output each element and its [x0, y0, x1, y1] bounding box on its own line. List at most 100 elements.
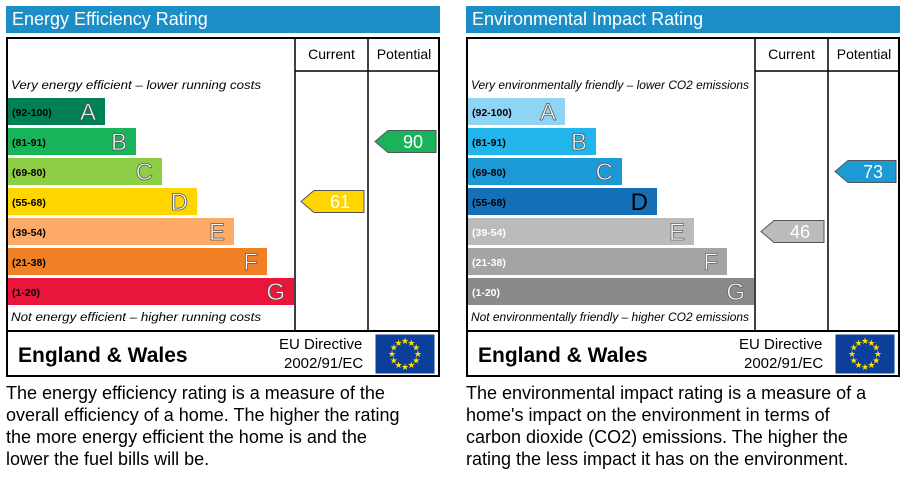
energy-band-a-letter: A: [80, 99, 96, 126]
environmental-band-d-range: (55-68): [472, 197, 506, 209]
environmental-description-line: The environmental impact rating is a mea…: [466, 383, 867, 403]
environmental-band-g-range: (1-20): [472, 287, 500, 299]
environmental-band-g-letter: G: [726, 279, 745, 306]
energy-band-e-letter: E: [209, 219, 225, 246]
environmental-band-g: [468, 278, 754, 305]
energy-band-d-letter: D: [171, 189, 188, 216]
environmental-description-line: carbon dioxide (CO2) emissions. The high…: [466, 427, 848, 447]
energy-current-pointer: [300, 190, 365, 213]
energy-band-g-letter: G: [266, 279, 285, 306]
energy-top-note: Very energy efficient – lower running co…: [11, 80, 261, 92]
energy-band-g-range: (1-20): [12, 287, 40, 299]
environmental-potential-value: 73: [863, 162, 883, 182]
environmental-region-label: England & Wales: [478, 344, 648, 367]
environmental-rating-chart: Current Potential Very environmentally fri…: [466, 37, 900, 377]
environmental-band-f-letter: F: [703, 249, 718, 276]
energy-eu-star-icon: ★: [395, 360, 403, 370]
environmental-band-d: [468, 188, 657, 215]
environmental-eu-star-icon: ★: [872, 343, 880, 353]
environmental-impact-panel: Environmental Impact Rating Current Poten…: [466, 6, 900, 473]
energy-band-f: [8, 248, 267, 275]
energy-band-f-range: (21-38): [12, 257, 46, 269]
environmental-band-c-letter: C: [596, 159, 613, 186]
environmental-description: The environmental impact rating is a mea…: [466, 382, 900, 470]
environmental-description-line: home's impact on the environment in term…: [466, 405, 830, 425]
environmental-band-c: [468, 158, 622, 185]
environmental-band-c-range: (69-80): [472, 167, 506, 179]
energy-eu-star-icon: ★: [412, 355, 420, 365]
energy-description-line: the more energy efficient the home is an…: [6, 427, 367, 447]
energy-band-e-range: (39-54): [12, 227, 46, 239]
energy-region-label: England & Wales: [18, 344, 188, 367]
environmental-band-b: [468, 128, 596, 155]
energy-description: The energy efficiency rating is a measur…: [6, 382, 440, 470]
energy-band-b-letter: B: [111, 129, 127, 156]
environmental-eu-star-icon: ★: [850, 343, 858, 353]
energy-description-line: The energy efficiency rating is a measur…: [6, 383, 385, 403]
environmental-band-a-range: (92-100): [472, 107, 512, 119]
energy-eu-flag: [375, 334, 435, 374]
environmental-eu-star-icon: ★: [850, 355, 858, 365]
energy-eu-star-icon: ★: [412, 343, 420, 353]
environmental-band-b-range: (81-91): [472, 137, 506, 149]
environmental-current-value: 46: [790, 222, 810, 242]
energy-eu-star-icon: ★: [414, 349, 422, 359]
energy-eu-star-icon: ★: [395, 338, 403, 348]
energy-directive-line2: 2002/91/EC: [284, 355, 363, 372]
environmental-band-e-range: (39-54): [472, 227, 506, 239]
energy-eu-star-icon: ★: [388, 349, 396, 359]
energy-efficiency-panel: Energy Efficiency Rating Current Potentia…: [6, 6, 440, 473]
environmental-band-a-letter: A: [540, 99, 556, 126]
energy-potential-header: Potential: [377, 46, 431, 62]
environmental-eu-star-icon: ★: [867, 360, 875, 370]
energy-description-line: lower the fuel bills will be.: [6, 449, 210, 469]
energy-band-g: [8, 278, 294, 305]
energy-band-b: [8, 128, 136, 155]
environmental-directive-line1: EU Directive: [739, 336, 822, 353]
environmental-eu-star-icon: ★: [861, 362, 869, 372]
energy-current-header: Current: [308, 46, 355, 62]
energy-potential-pointer: [374, 130, 437, 153]
energy-band-b-range: (81-91): [12, 137, 46, 149]
environmental-current-pointer: [760, 220, 825, 243]
environmental-eu-star-icon: ★: [872, 355, 880, 365]
environmental-band-a: [468, 98, 565, 125]
environmental-current-header: Current: [768, 46, 815, 62]
energy-rating-chart: Current Potential Very energy efficient – …: [6, 37, 440, 377]
energy-band-d-range: (55-68): [12, 197, 46, 209]
environmental-eu-star-icon: ★: [867, 338, 875, 348]
energy-band-f-letter: F: [243, 249, 258, 276]
energy-band-e: [8, 218, 234, 245]
environmental-band-f-range: (21-38): [472, 257, 506, 269]
energy-title-bar: Energy Efficiency Rating: [6, 6, 440, 33]
environmental-potential-header: Potential: [837, 46, 891, 62]
energy-eu-star-icon: ★: [390, 355, 398, 365]
environmental-band-e: [468, 218, 694, 245]
environmental-bottom-note: Not environmentally friendly – higher CO…: [471, 312, 749, 324]
energy-potential-value: 90: [403, 132, 423, 152]
energy-bottom-note: Not energy efficient – higher running co…: [11, 312, 261, 324]
energy-eu-star-icon: ★: [407, 360, 415, 370]
environmental-band-f: [468, 248, 727, 275]
energy-description-line: overall efficiency of a home. The higher…: [6, 405, 400, 425]
energy-band-a: [8, 98, 105, 125]
environmental-eu-star-icon: ★: [848, 349, 856, 359]
energy-band-a-range: (92-100): [12, 107, 52, 119]
environmental-description-line: rating the less impact it has on the env…: [466, 449, 849, 469]
environmental-eu-star-icon: ★: [874, 349, 882, 359]
energy-directive-line1: EU Directive: [279, 336, 362, 353]
energy-band-d: [8, 188, 197, 215]
energy-band-c-letter: C: [136, 159, 153, 186]
environmental-eu-star-icon: ★: [861, 336, 869, 346]
environmental-band-d-letter: D: [631, 189, 648, 216]
energy-current-value: 61: [330, 192, 350, 212]
energy-eu-star-icon: ★: [407, 338, 415, 348]
energy-band-c: [8, 158, 162, 185]
energy-eu-star-icon: ★: [401, 336, 409, 346]
environmental-eu-flag: [835, 334, 895, 374]
environmental-directive-line2: 2002/91/EC: [744, 355, 823, 372]
environmental-eu-star-icon: ★: [855, 360, 863, 370]
environmental-potential-pointer: [834, 160, 897, 183]
environmental-top-note: Very environmentally friendly – lower CO…: [471, 80, 749, 92]
energy-band-c-range: (69-80): [12, 167, 46, 179]
